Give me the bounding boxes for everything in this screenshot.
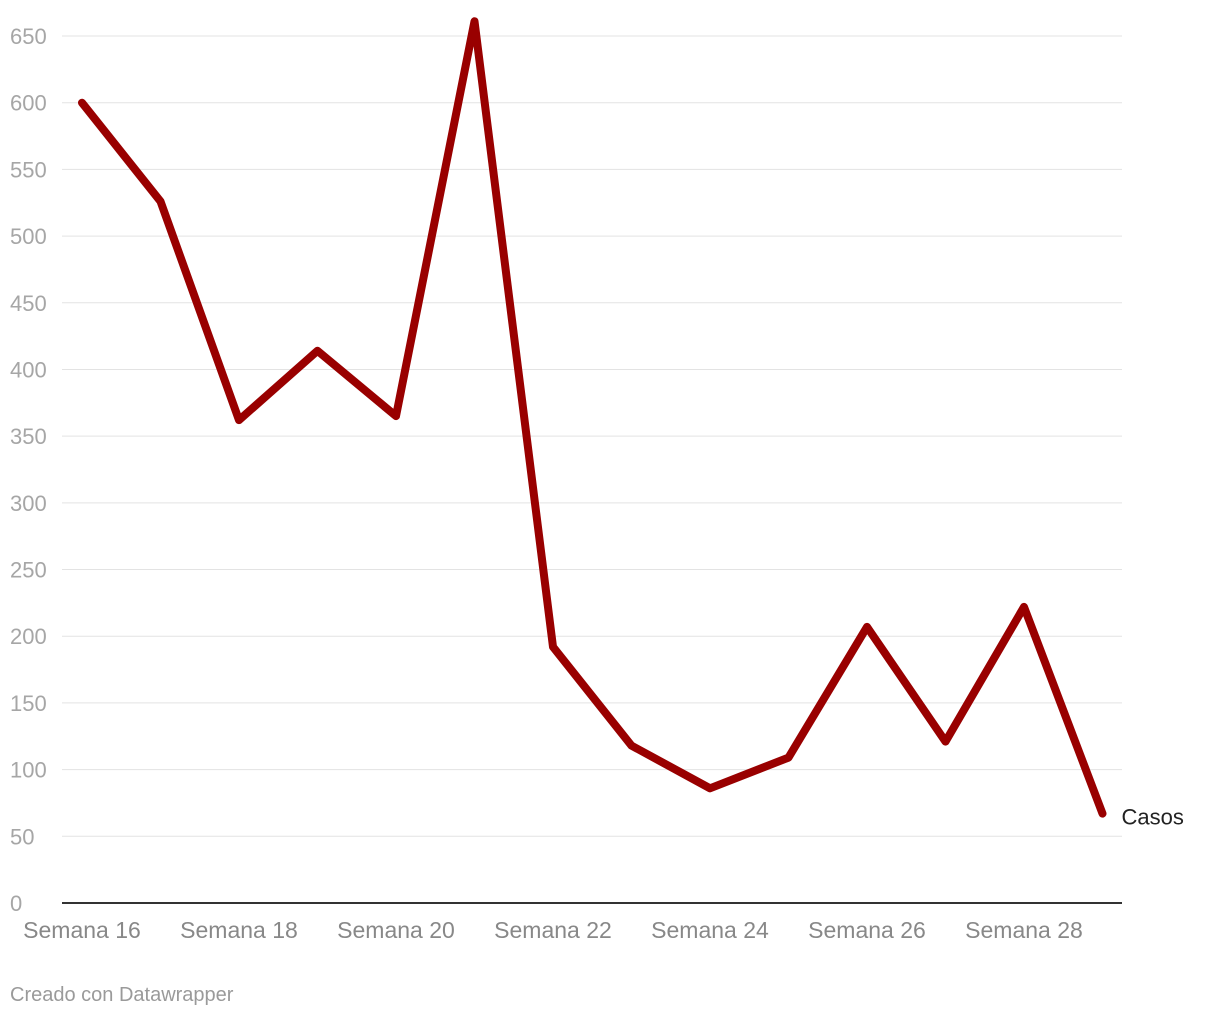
y-tick-label-50: 50 bbox=[10, 824, 34, 849]
y-tick-label-400: 400 bbox=[10, 357, 47, 382]
x-tick-label-semana-16: Semana 16 bbox=[23, 917, 141, 943]
y-tick-label-350: 350 bbox=[10, 424, 47, 449]
y-axis: 0 50 100 150 200 250 300 350 400 450 500 550 600 650 bbox=[10, 24, 47, 916]
data-point-semana-29 bbox=[1099, 810, 1107, 818]
data-point-semana-18 bbox=[235, 416, 243, 424]
y-tick-label-100: 100 bbox=[10, 758, 47, 783]
y-tick-label-200: 200 bbox=[10, 624, 47, 649]
data-point-semana-20 bbox=[392, 412, 400, 420]
data-point-semana-19 bbox=[314, 347, 322, 355]
y-tick-label-150: 150 bbox=[10, 691, 47, 716]
data-point-semana-28 bbox=[1020, 603, 1028, 611]
y-tick-label-450: 450 bbox=[10, 291, 47, 316]
credit-note: Creado con Datawrapper bbox=[10, 984, 234, 1006]
x-tick-label-semana-24: Semana 24 bbox=[651, 917, 769, 943]
x-tick-label-semana-20: Semana 20 bbox=[337, 917, 455, 943]
y-tick-label-0: 0 bbox=[10, 891, 22, 916]
y-tick-label-650: 650 bbox=[10, 24, 47, 49]
gridlines bbox=[62, 35, 1122, 837]
data-point-semana-17 bbox=[157, 197, 165, 205]
series-label-casos: Casos bbox=[1122, 805, 1184, 830]
series-group: Casos bbox=[78, 17, 1184, 830]
x-tick-label-semana-22: Semana 22 bbox=[494, 917, 612, 943]
data-point-semana-22 bbox=[549, 643, 557, 651]
y-tick-label-600: 600 bbox=[10, 91, 47, 116]
data-point-semana-27 bbox=[942, 738, 950, 746]
y-tick-label-500: 500 bbox=[10, 224, 47, 249]
series-line-casos bbox=[78, 17, 1107, 818]
x-tick-label-semana-26: Semana 26 bbox=[808, 917, 926, 943]
y-tick-label-300: 300 bbox=[10, 491, 47, 516]
data-point-semana-25 bbox=[785, 754, 793, 762]
x-tick-label-semana-28: Semana 28 bbox=[965, 917, 1083, 943]
x-axis: Semana 16 Semana 18 Semana 20 Semana 22 Sema… bbox=[23, 902, 1122, 943]
data-point-semana-23 bbox=[628, 742, 636, 750]
data-point-semana-16 bbox=[78, 99, 86, 107]
data-point-semana-21 bbox=[471, 17, 479, 25]
data-point-semana-26 bbox=[863, 623, 871, 631]
x-tick-label-semana-18: Semana 18 bbox=[180, 917, 298, 943]
y-tick-label-550: 550 bbox=[10, 157, 47, 182]
y-tick-label-250: 250 bbox=[10, 558, 47, 583]
data-point-semana-24 bbox=[706, 784, 714, 792]
